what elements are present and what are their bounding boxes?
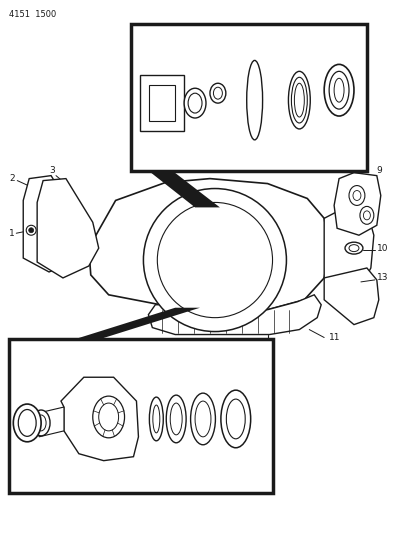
Ellipse shape [13,404,41,442]
Text: 10: 10 [377,244,388,253]
Text: 15: 15 [193,483,205,492]
Polygon shape [37,179,99,278]
Ellipse shape [345,242,363,254]
Ellipse shape [36,415,46,431]
Polygon shape [89,179,329,310]
Text: 2: 2 [9,174,15,183]
Ellipse shape [210,83,226,103]
Ellipse shape [221,390,251,448]
Polygon shape [149,85,175,121]
Ellipse shape [32,410,50,436]
Polygon shape [61,377,138,461]
Text: 1: 1 [9,229,15,238]
Ellipse shape [99,403,119,431]
Ellipse shape [329,71,349,109]
Circle shape [144,189,286,332]
Text: 7: 7 [262,163,268,172]
Text: 14: 14 [241,474,252,482]
Ellipse shape [360,206,374,224]
Polygon shape [149,171,220,207]
Ellipse shape [349,245,359,252]
Ellipse shape [93,396,124,438]
Text: 17: 17 [95,350,106,358]
Ellipse shape [166,395,186,443]
Polygon shape [140,75,184,131]
Circle shape [29,228,34,233]
Ellipse shape [170,403,182,435]
Polygon shape [324,205,374,300]
Polygon shape [149,295,321,335]
Ellipse shape [364,211,370,220]
Ellipse shape [288,71,310,129]
Text: 19: 19 [47,481,59,490]
Text: 19: 19 [55,351,67,360]
Text: 3: 3 [49,166,55,175]
Text: 11: 11 [329,333,341,342]
Ellipse shape [291,77,307,123]
Ellipse shape [226,399,245,439]
Ellipse shape [324,64,354,116]
Text: 16: 16 [166,350,178,358]
Ellipse shape [353,190,361,200]
Circle shape [264,343,272,351]
Polygon shape [34,407,64,437]
Bar [131,23,367,171]
Circle shape [157,203,273,318]
Text: 18: 18 [146,350,158,358]
Text: 4151  1500: 4151 1500 [9,10,57,19]
Polygon shape [74,308,200,340]
Ellipse shape [153,405,160,433]
Polygon shape [324,268,379,325]
Polygon shape [23,175,83,272]
Ellipse shape [188,93,202,113]
Polygon shape [334,173,381,235]
Circle shape [26,225,36,235]
Ellipse shape [334,78,344,102]
Text: 8: 8 [354,31,360,41]
Text: 12: 12 [257,358,268,366]
Text: 20: 20 [21,350,33,358]
Ellipse shape [149,397,163,441]
Ellipse shape [213,87,222,99]
Text: 9: 9 [377,166,383,175]
Bar [9,340,273,494]
Ellipse shape [195,401,211,437]
Ellipse shape [349,185,365,205]
Text: 5: 5 [179,31,185,41]
Ellipse shape [18,409,36,437]
Ellipse shape [191,393,215,445]
Ellipse shape [247,60,263,140]
Text: 4: 4 [138,157,144,166]
Text: 13: 13 [377,273,388,282]
Text: 6: 6 [209,31,215,41]
Ellipse shape [295,83,304,117]
Ellipse shape [184,88,206,118]
